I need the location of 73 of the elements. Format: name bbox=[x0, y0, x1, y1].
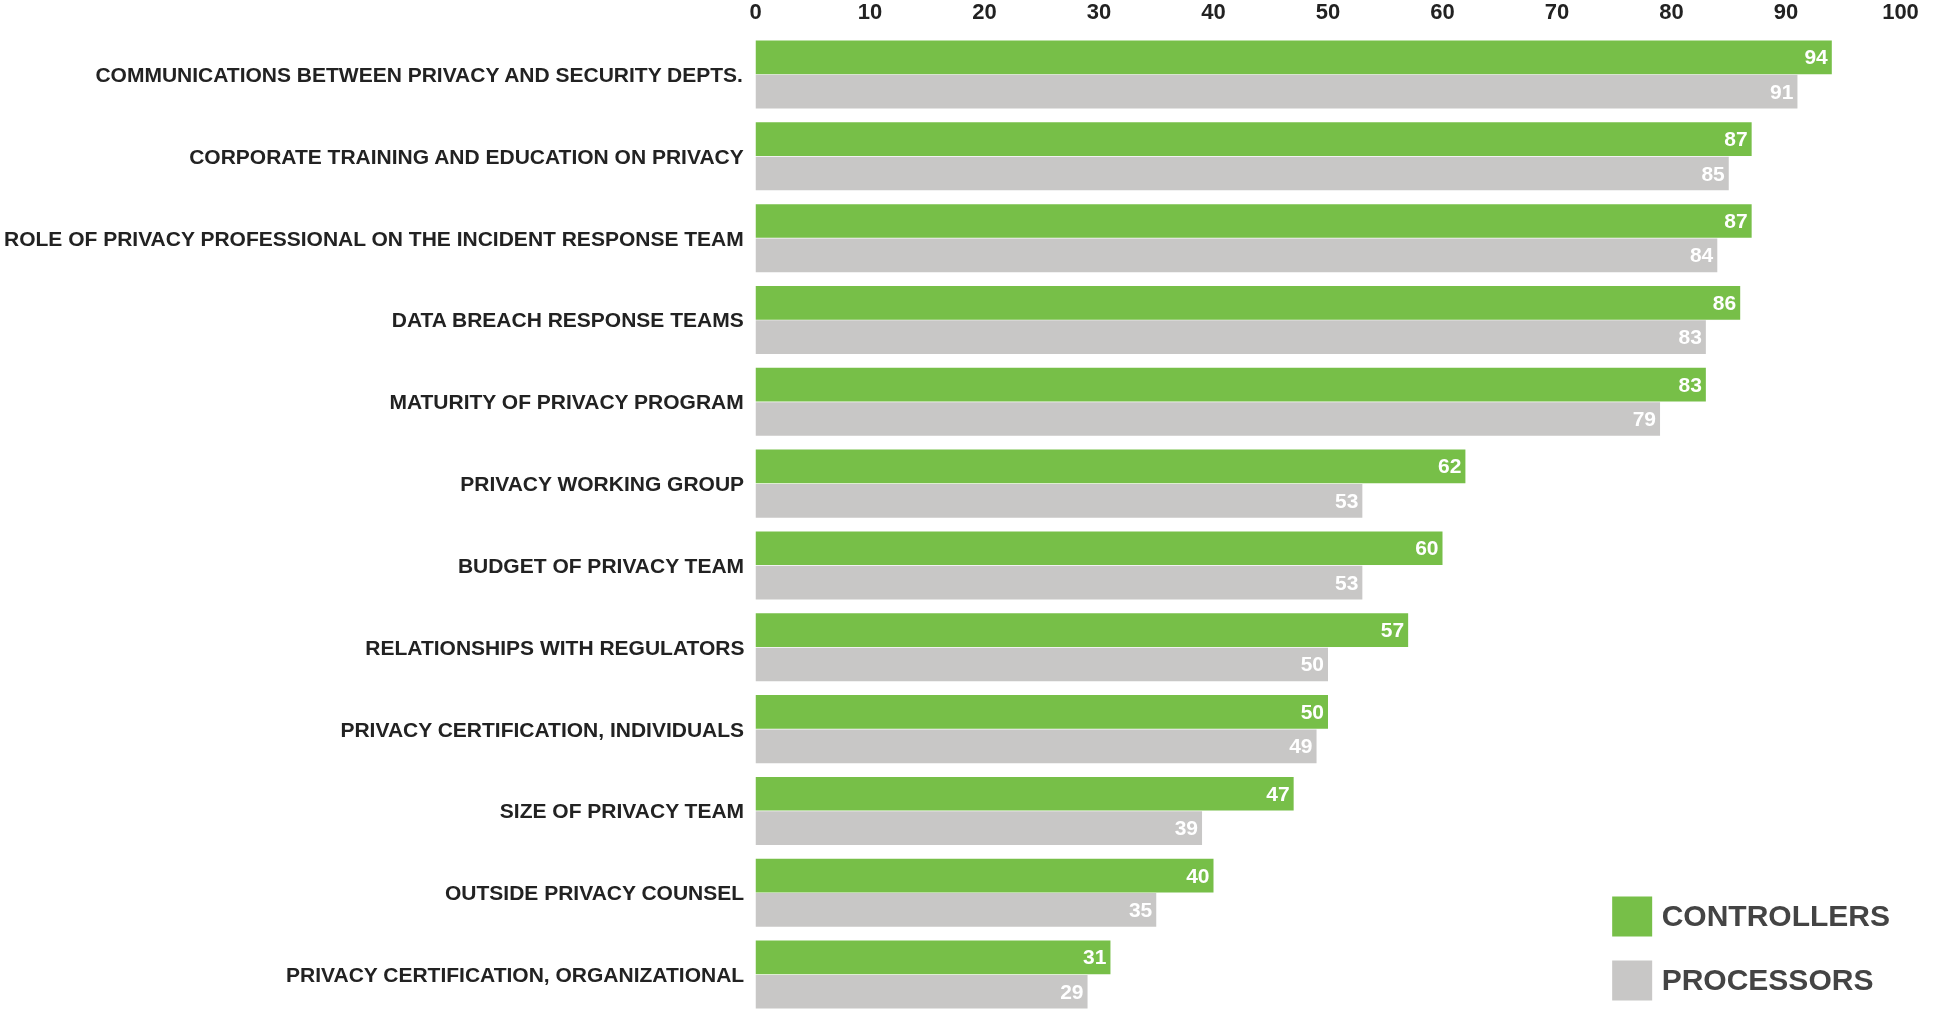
data-label: 60 bbox=[1415, 536, 1439, 560]
bar bbox=[755, 367, 1706, 402]
bar bbox=[755, 40, 1832, 75]
data-label: 83 bbox=[1678, 372, 1702, 396]
data-label: 29 bbox=[1060, 979, 1084, 1003]
y-tick-label: COMMUNICATIONS BETWEEN PRIVACY AND SECURITY DEPTS. bbox=[95, 63, 743, 86]
bar bbox=[755, 613, 1409, 647]
bar bbox=[755, 893, 1157, 927]
data-label: 53 bbox=[1334, 570, 1359, 594]
x-tick-label: 40 bbox=[1201, 0, 1226, 24]
bar bbox=[755, 531, 1443, 566]
data-label: 50 bbox=[1300, 699, 1324, 723]
data-label: 86 bbox=[1712, 290, 1737, 314]
bar bbox=[755, 811, 1203, 845]
bar bbox=[755, 565, 1363, 600]
bar bbox=[755, 776, 1294, 811]
data-label: 35 bbox=[1128, 897, 1153, 921]
bar bbox=[755, 122, 1752, 156]
data-label: 87 bbox=[1724, 208, 1748, 232]
bar bbox=[755, 974, 1088, 1009]
x-tick-label: 0 bbox=[749, 0, 762, 24]
data-label: 85 bbox=[1701, 161, 1726, 185]
y-tick-label: OUTSIDE PRIVACY COUNSEL bbox=[445, 881, 745, 905]
bar bbox=[755, 858, 1214, 893]
x-tick-label: 70 bbox=[1544, 0, 1570, 24]
bar bbox=[755, 940, 1111, 975]
bar bbox=[755, 402, 1661, 436]
data-label: 47 bbox=[1266, 781, 1290, 805]
bar bbox=[755, 285, 1741, 320]
bar bbox=[755, 204, 1752, 238]
data-label: 87 bbox=[1724, 127, 1748, 151]
data-label: 79 bbox=[1632, 406, 1657, 430]
bar bbox=[755, 695, 1328, 729]
y-tick-label: DATA BREACH RESPONSE TEAMS bbox=[391, 308, 744, 332]
x-tick-label: 50 bbox=[1315, 0, 1341, 24]
y-tick-label: CORPORATE TRAINING AND EDUCATION ON PRIVACY bbox=[189, 144, 744, 168]
bar bbox=[755, 729, 1317, 764]
data-label: 62 bbox=[1438, 454, 1462, 478]
data-label: 94 bbox=[1804, 45, 1829, 69]
y-tick-label: PRIVACY CERTIFICATION, ORGANIZATIONAL bbox=[286, 963, 745, 987]
bar bbox=[755, 647, 1328, 682]
x-tick-label: 10 bbox=[857, 0, 883, 24]
y-tick-label: PRIVACY CERTIFICATION, INDIVIDUALS bbox=[340, 717, 745, 741]
bar bbox=[755, 483, 1363, 518]
x-tick-label: 90 bbox=[1773, 0, 1799, 24]
data-label: 39 bbox=[1174, 816, 1199, 840]
x-tick-label: 30 bbox=[1086, 0, 1112, 24]
data-label: 91 bbox=[1770, 79, 1794, 103]
y-tick-label: BUDGET OF PRIVACY TEAM bbox=[457, 553, 745, 577]
data-label: 50 bbox=[1300, 652, 1324, 676]
bar bbox=[755, 238, 1718, 273]
bar bbox=[755, 320, 1706, 354]
x-tick-label: 60 bbox=[1430, 0, 1455, 24]
data-label: 84 bbox=[1689, 243, 1714, 267]
data-label: 40 bbox=[1186, 863, 1210, 887]
legend-label: PROCESSORS bbox=[1661, 962, 1874, 998]
x-tick-label: 80 bbox=[1659, 0, 1684, 24]
legend-label: CONTROLLERS bbox=[1661, 898, 1890, 934]
data-label: 53 bbox=[1334, 488, 1359, 512]
y-tick-label: SIZE OF PRIVACY TEAM bbox=[499, 799, 745, 823]
y-tick-label: PRIVACY WORKING GROUP bbox=[460, 472, 745, 496]
x-tick-label: 20 bbox=[972, 0, 997, 24]
x-tick-label: 100 bbox=[1882, 0, 1919, 24]
data-label: 31 bbox=[1083, 945, 1107, 969]
bar bbox=[755, 156, 1729, 191]
data-label: 57 bbox=[1380, 618, 1405, 642]
data-label: 83 bbox=[1678, 325, 1702, 349]
y-tick-label: MATURITY OF PRIVACY PROGRAM bbox=[389, 390, 744, 414]
bar bbox=[755, 449, 1466, 484]
bar bbox=[755, 74, 1798, 109]
y-tick-label: RELATIONSHIPS WITH REGULATORS bbox=[365, 635, 745, 659]
data-label: 49 bbox=[1289, 734, 1313, 758]
y-tick-label: ROLE OF PRIVACY PROFESSIONAL ON THE INCIDENT RESPONSE TEAM bbox=[3, 226, 744, 250]
